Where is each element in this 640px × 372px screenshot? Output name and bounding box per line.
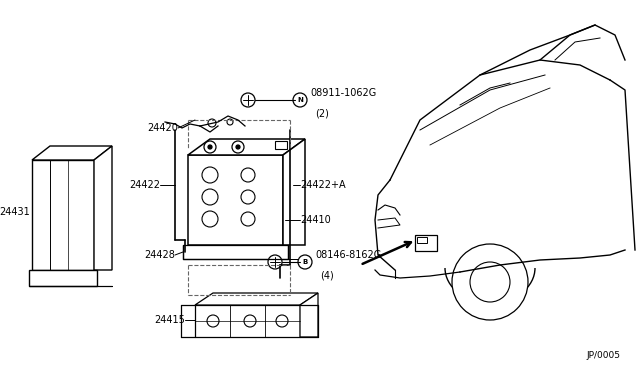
Text: (4): (4)	[320, 270, 333, 280]
Polygon shape	[188, 139, 305, 155]
Circle shape	[241, 93, 255, 107]
Text: 24415: 24415	[154, 315, 185, 325]
Text: 24422+A: 24422+A	[300, 180, 346, 190]
Polygon shape	[94, 146, 112, 270]
Text: 24431: 24431	[0, 207, 30, 217]
Text: 08146-8162G: 08146-8162G	[315, 250, 381, 260]
Circle shape	[208, 145, 212, 149]
Circle shape	[268, 255, 282, 269]
Circle shape	[244, 315, 256, 327]
Polygon shape	[300, 293, 318, 337]
Text: N: N	[297, 97, 303, 103]
Circle shape	[293, 93, 307, 107]
Text: JP/0005: JP/0005	[586, 351, 620, 360]
Bar	[275, 141, 287, 149]
Circle shape	[227, 119, 233, 125]
Text: 24420: 24420	[147, 123, 178, 133]
Circle shape	[452, 244, 528, 320]
Bar	[415, 235, 437, 251]
Polygon shape	[283, 139, 305, 245]
Circle shape	[276, 315, 288, 327]
Bar	[417, 237, 427, 243]
Circle shape	[298, 255, 312, 269]
Circle shape	[202, 189, 218, 205]
Circle shape	[236, 145, 240, 149]
Circle shape	[470, 262, 510, 302]
Polygon shape	[195, 293, 318, 305]
Text: 08911-1062G: 08911-1062G	[310, 88, 376, 98]
Polygon shape	[29, 270, 97, 286]
Circle shape	[232, 141, 244, 153]
Text: 24422: 24422	[129, 180, 160, 190]
Circle shape	[202, 211, 218, 227]
Text: (2): (2)	[315, 108, 329, 118]
Text: B: B	[302, 259, 308, 265]
Circle shape	[241, 190, 255, 204]
Circle shape	[207, 315, 219, 327]
Text: 24410: 24410	[300, 215, 331, 225]
Circle shape	[208, 119, 216, 127]
Circle shape	[204, 141, 216, 153]
Bar	[195, 305, 300, 337]
Bar	[188, 155, 283, 245]
Circle shape	[241, 168, 255, 182]
Polygon shape	[32, 146, 112, 160]
Text: 24428: 24428	[144, 250, 175, 260]
Bar	[32, 160, 94, 270]
Circle shape	[202, 167, 218, 183]
Circle shape	[241, 212, 255, 226]
Bar	[183, 245, 288, 259]
